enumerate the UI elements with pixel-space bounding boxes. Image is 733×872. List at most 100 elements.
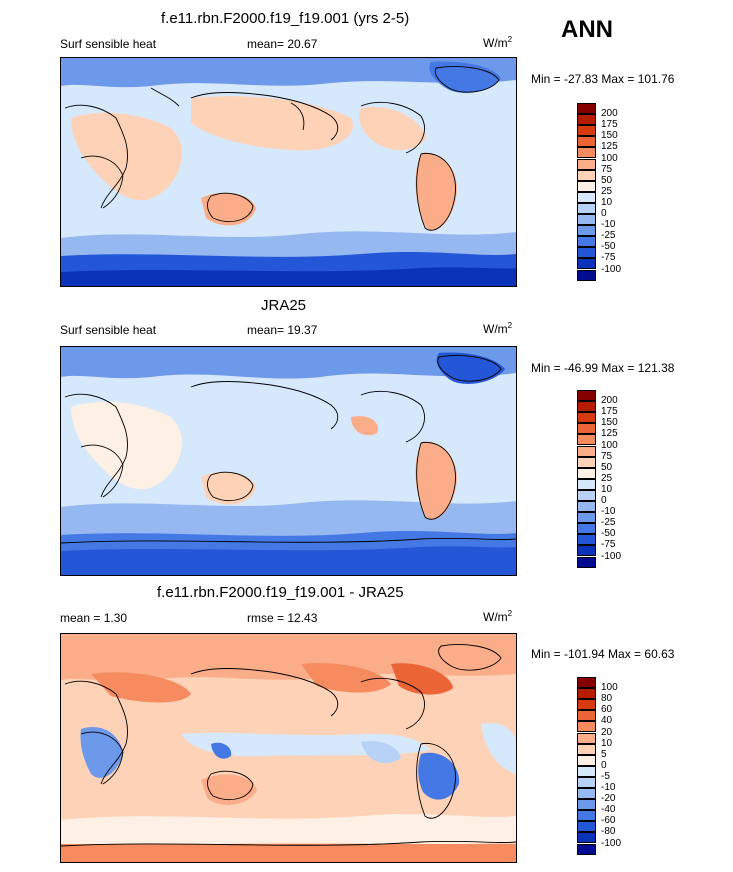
colorbar-tick-label: -10 xyxy=(601,782,616,793)
colorbar-box xyxy=(577,258,596,270)
panel-2-variable-label: Surf sensible heat xyxy=(60,323,157,337)
colorbar-tick-label: -25 xyxy=(601,517,616,529)
colorbar-box xyxy=(577,677,596,689)
colorbar-box xyxy=(577,225,596,237)
colorbar-box xyxy=(577,214,596,226)
colorbar-tick-label: 10 xyxy=(601,737,613,749)
colorbar-tick-label: -50 xyxy=(601,241,616,253)
colorbar-box xyxy=(577,147,596,159)
panel-2-mean-label: mean= 19.37 xyxy=(247,323,318,337)
colorbar-box xyxy=(577,699,596,711)
colorbar-tick-label: -100 xyxy=(601,263,622,275)
colorbar-tick-label: -100 xyxy=(601,837,622,849)
colorbar-tick-label: -25 xyxy=(601,230,616,242)
colorbar-tick-label: 50 xyxy=(601,461,613,473)
panel-3-map xyxy=(60,633,517,863)
panel-1-minmax: Min = -27.83 Max = 101.76 xyxy=(531,72,675,86)
colorbar-box xyxy=(577,390,596,402)
colorbar-box xyxy=(577,799,596,811)
colorbar-tick-label: 0 xyxy=(601,208,607,219)
panel-1-map xyxy=(60,57,517,287)
colorbar-tick-label: 40 xyxy=(601,715,613,727)
colorbar-box xyxy=(577,534,596,546)
season-label: ANN xyxy=(561,16,613,43)
colorbar-tick-label: -10 xyxy=(601,506,616,518)
colorbar-box xyxy=(577,423,596,435)
colorbar-box xyxy=(577,136,596,148)
colorbar-box xyxy=(577,489,596,501)
colorbar-box xyxy=(577,158,596,170)
colorbar-box xyxy=(577,688,596,700)
colorbar-box xyxy=(577,788,596,800)
colorbar-tick-label: 50 xyxy=(601,174,613,186)
colorbar-box xyxy=(577,556,596,568)
colorbar-tick-label: 75 xyxy=(601,450,613,462)
panel-2-map xyxy=(60,346,517,576)
panel-2-title: JRA25 xyxy=(261,297,307,314)
colorbar-box xyxy=(577,478,596,490)
panel-3-units: W/m2 xyxy=(483,609,513,624)
panel-3-minmax: Min = -101.94 Max = 60.63 xyxy=(531,647,675,661)
colorbar-box xyxy=(577,545,596,557)
colorbar-box xyxy=(577,401,596,413)
colorbar-tick-label: 175 xyxy=(601,406,618,418)
colorbar-box xyxy=(577,710,596,722)
colorbar-box xyxy=(577,721,596,733)
colorbar-box xyxy=(577,776,596,788)
colorbar-box xyxy=(577,236,596,248)
colorbar-tick-label: 125 xyxy=(601,141,618,153)
colorbar-tick-label: 150 xyxy=(601,130,618,142)
colorbar-tick-label: 100 xyxy=(601,152,618,164)
colorbar-box xyxy=(577,467,596,479)
colorbar-box xyxy=(577,202,596,214)
panel-3-title: f.e11.rbn.F2000.f19_f19.001 - JRA25 xyxy=(157,584,404,601)
colorbar-box xyxy=(577,247,596,259)
colorbar-tick-label: 10 xyxy=(601,196,613,208)
colorbar-box xyxy=(577,103,596,115)
colorbar-tick-label: 20 xyxy=(601,726,613,738)
colorbar-tick-label: -75 xyxy=(601,252,616,264)
colorbar-box xyxy=(577,512,596,524)
colorbar-box xyxy=(577,754,596,766)
panel-1-mean-label: mean= 20.67 xyxy=(247,37,318,51)
panel-1-variable-label: Surf sensible heat xyxy=(60,37,157,51)
colorbar-tick-label: 150 xyxy=(601,417,618,429)
colorbar-tick-label: 0 xyxy=(601,495,607,506)
colorbar-box xyxy=(577,821,596,833)
colorbar-box xyxy=(577,180,596,192)
colorbar-tick-label: 10 xyxy=(601,483,613,495)
colorbar-tick-label: -10 xyxy=(601,219,616,231)
colorbar-box xyxy=(577,832,596,844)
colorbar-box xyxy=(577,810,596,822)
colorbar-tick-label: -100 xyxy=(601,550,622,562)
colorbar-box xyxy=(577,501,596,513)
colorbar-tick-label: 0 xyxy=(601,759,607,771)
panel-3-map-svg xyxy=(61,634,516,862)
colorbar-tick-label: -60 xyxy=(601,815,616,827)
colorbar-tick-label: 80 xyxy=(601,693,613,705)
colorbar-tick-label: 75 xyxy=(601,163,613,175)
colorbar-box xyxy=(577,434,596,446)
colorbar-tick-label: 25 xyxy=(601,472,613,484)
colorbar-tick-label: 25 xyxy=(601,185,613,197)
panel-2-minmax: Min = -46.99 Max = 121.38 xyxy=(531,361,675,375)
colorbar-box xyxy=(577,523,596,535)
colorbar-box xyxy=(577,732,596,744)
colorbar-box xyxy=(577,269,596,281)
panel-1-title: f.e11.rbn.F2000.f19_f19.001 (yrs 2-5) xyxy=(161,10,410,27)
colorbar-tick-label: 5 xyxy=(601,748,607,760)
panel-1-units: W/m2 xyxy=(483,35,513,50)
colorbar-box xyxy=(577,743,596,755)
colorbar-box xyxy=(577,412,596,424)
colorbar-tick-label: -40 xyxy=(601,804,616,816)
colorbar-tick-label: 200 xyxy=(601,395,618,407)
panel-2-map-svg xyxy=(61,347,516,575)
colorbar-tick-label: 100 xyxy=(601,439,618,451)
colorbar-box xyxy=(577,125,596,137)
colorbar-box xyxy=(577,114,596,126)
colorbar-tick-label: -75 xyxy=(601,539,616,551)
panel-1-map-svg xyxy=(61,58,516,286)
panel-3-mean-label: mean = 1.30 xyxy=(60,611,128,625)
colorbar-tick-label: -20 xyxy=(601,793,616,805)
colorbar-tick-label: 200 xyxy=(601,108,618,120)
